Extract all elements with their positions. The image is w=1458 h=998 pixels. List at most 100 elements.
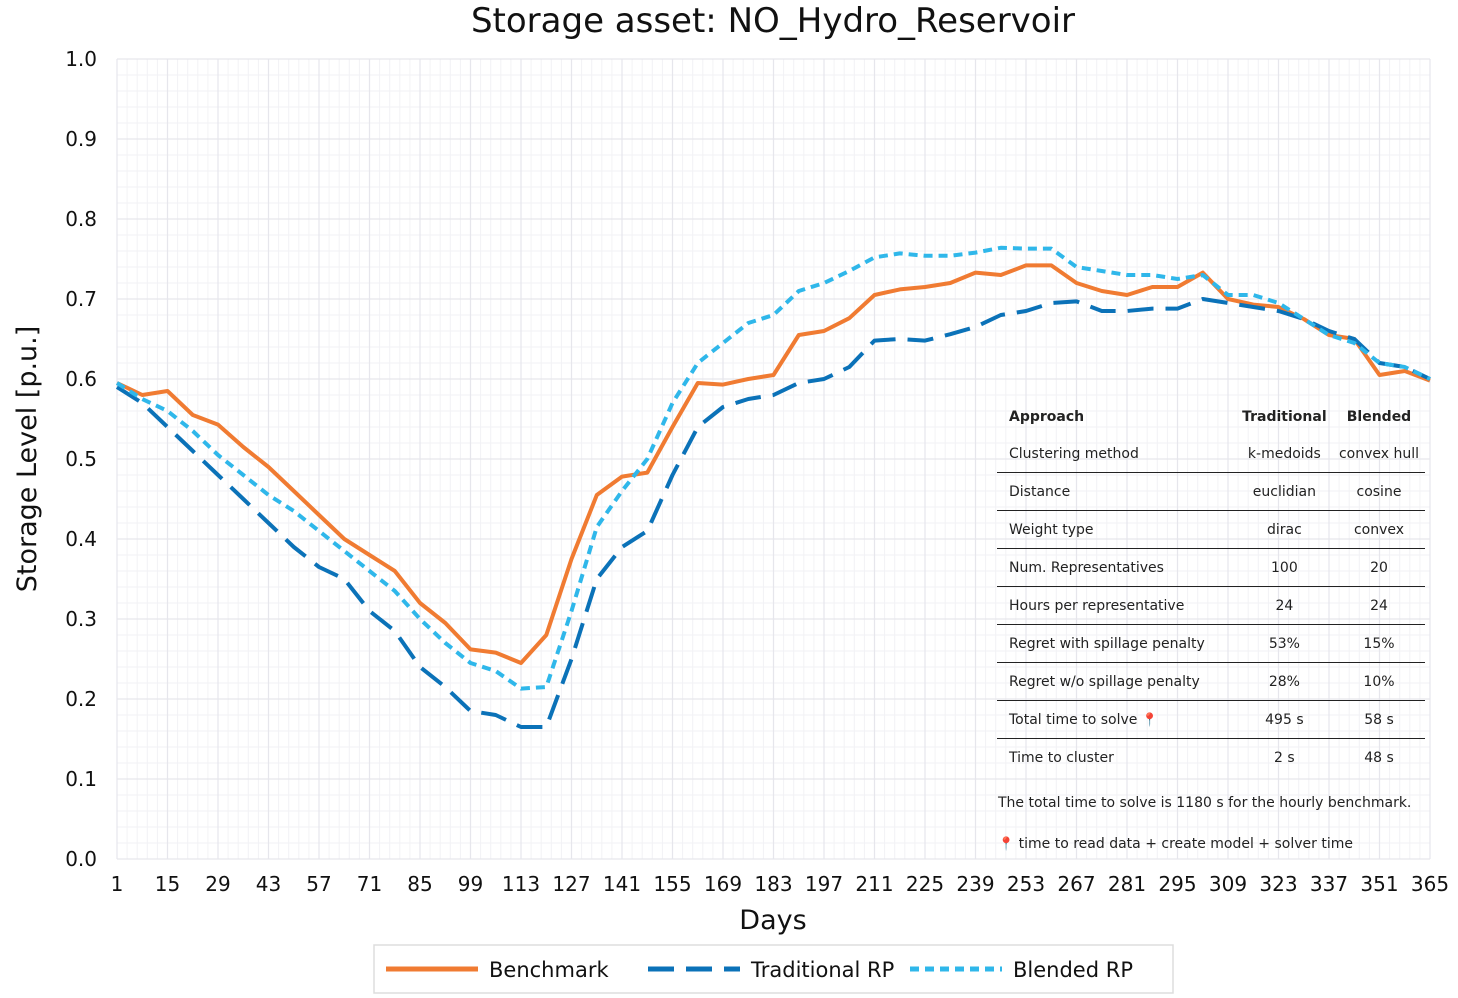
x-tick-label: 43 bbox=[256, 872, 281, 896]
x-tick-label: 15 bbox=[155, 872, 180, 896]
y-tick-label: 0.6 bbox=[65, 367, 97, 391]
pin-footnote: 📍 time to read data + create model + sol… bbox=[998, 836, 1353, 852]
cell-text: Distance bbox=[1009, 483, 1071, 500]
x-tick-label: 85 bbox=[407, 872, 432, 896]
header-cell: Traditional bbox=[1242, 408, 1327, 425]
legend: Benchmark Traditional RP Blended RP bbox=[373, 944, 1174, 994]
cell-text: 10% bbox=[1363, 673, 1395, 690]
y-tick-label: 0.2 bbox=[65, 687, 97, 711]
cell-text: 48 s bbox=[1364, 749, 1394, 766]
x-tick-label: 351 bbox=[1360, 872, 1398, 896]
y-tick-label: 0.8 bbox=[65, 207, 97, 231]
x-tick-label: 29 bbox=[205, 872, 230, 896]
table-cell: 10% bbox=[1332, 662, 1425, 701]
legend-label: Benchmark bbox=[489, 958, 609, 982]
cell-text: Regret with spillage penalty bbox=[1009, 635, 1205, 652]
table-row: Num. Representatives 100 20 bbox=[997, 548, 1425, 587]
y-axis-label: Storage Level [p.u.] bbox=[12, 326, 43, 593]
table-cell: Regret with spillage penalty bbox=[997, 624, 1236, 663]
series-line-blended-rp bbox=[115, 245, 1431, 691]
cell-text: Regret w/o spillage penalty bbox=[1009, 673, 1200, 690]
x-tick-label: 141 bbox=[603, 872, 641, 896]
cell-text: Clustering method bbox=[1009, 445, 1139, 462]
cell-text: Time to cluster bbox=[1009, 749, 1114, 766]
x-tick-label: 281 bbox=[1108, 872, 1146, 896]
series-line-traditional-rp bbox=[115, 297, 1431, 729]
x-tick-label: 1 bbox=[111, 872, 124, 896]
table-header: Approach Traditional Blended bbox=[997, 398, 1425, 435]
y-tick-label: 0.5 bbox=[65, 447, 97, 471]
y-tick-label: 0.7 bbox=[65, 287, 97, 311]
x-tick-label: 127 bbox=[552, 872, 590, 896]
table-cell: 100 bbox=[1235, 548, 1333, 587]
table-cell: k-medoids bbox=[1235, 435, 1333, 473]
comparison-table: Approach Traditional Blended Clustering … bbox=[997, 398, 1425, 776]
header-cell: Blended bbox=[1346, 408, 1412, 425]
cell-text: 20 bbox=[1370, 559, 1388, 576]
table-cell: Regret w/o spillage penalty bbox=[997, 662, 1236, 701]
table-row: Regret with spillage penalty 53% 15% bbox=[997, 624, 1425, 663]
cell-text: 53% bbox=[1268, 635, 1300, 652]
x-tick-label: 323 bbox=[1259, 872, 1297, 896]
x-tick-label: 71 bbox=[357, 872, 382, 896]
x-tick-label: 197 bbox=[805, 872, 843, 896]
series-line-benchmark bbox=[116, 263, 1431, 665]
legend-label: Blended RP bbox=[1013, 958, 1133, 982]
x-tick-label: 169 bbox=[704, 872, 742, 896]
cell-text: 495 s bbox=[1265, 711, 1304, 728]
y-tick-label: 0.1 bbox=[65, 767, 97, 791]
cell-text: k-medoids bbox=[1247, 445, 1321, 462]
table-cell: Time to cluster bbox=[997, 739, 1236, 777]
x-tick-label: 239 bbox=[956, 872, 994, 896]
pushpin-icon: 📍 bbox=[998, 837, 1015, 852]
table-cell: 53% bbox=[1235, 624, 1333, 663]
table-cell: 495 s bbox=[1235, 700, 1333, 739]
cell-text: Hours per representative bbox=[1009, 597, 1185, 614]
table-cell: dirac bbox=[1235, 510, 1333, 549]
y-tick-label: 1.0 bbox=[65, 47, 97, 71]
y-tick-label: 0.9 bbox=[65, 127, 97, 151]
tick-labels: 1 15 29 43 57 71 85 99 113 127 141 155 169 183 197 211 2… bbox=[65, 47, 1449, 896]
table-cell: Num. Representatives bbox=[997, 548, 1236, 587]
table-cell: Weight type bbox=[997, 510, 1236, 549]
table-row: Time to cluster 2 s 48 s bbox=[997, 739, 1425, 777]
table-cell: Clustering method bbox=[997, 435, 1236, 473]
table-row: Total time to solve 📍 495 s 58 s bbox=[997, 700, 1425, 739]
cell-text: convex hull bbox=[1338, 445, 1419, 462]
x-tick-label: 155 bbox=[653, 872, 691, 896]
x-tick-label: 183 bbox=[754, 872, 792, 896]
header-cell: Approach bbox=[1009, 408, 1085, 425]
table-cell: euclidian bbox=[1235, 472, 1333, 511]
table-row: Clustering method k-medoids convex hull bbox=[997, 435, 1425, 473]
x-tick-label: 113 bbox=[502, 872, 540, 896]
x-tick-label: 225 bbox=[906, 872, 944, 896]
x-tick-label: 337 bbox=[1310, 872, 1348, 896]
cell-text: 28% bbox=[1268, 673, 1300, 690]
x-tick-label: 267 bbox=[1057, 872, 1095, 896]
y-tick-label: 0.4 bbox=[65, 527, 97, 551]
x-axis-label: Days bbox=[739, 905, 806, 936]
table-cell: 48 s bbox=[1333, 739, 1425, 777]
table-cell: convex hull bbox=[1332, 435, 1425, 473]
table-cell: 24 bbox=[1235, 586, 1333, 625]
cell-text: Total time to solve bbox=[1009, 711, 1138, 728]
benchmark-note: The total time to solve is 1180 s for th… bbox=[998, 795, 1412, 811]
x-tick-label: 309 bbox=[1209, 872, 1247, 896]
x-tick-label: 57 bbox=[306, 872, 331, 896]
table-cell: 2 s bbox=[1236, 739, 1333, 777]
table-row: Distance euclidian cosine bbox=[997, 472, 1425, 511]
x-tick-label: 99 bbox=[458, 872, 483, 896]
cell-text: 2 s bbox=[1274, 749, 1295, 766]
chart-title: Storage asset: NO_Hydro_Reservoir bbox=[471, 1, 1075, 41]
table-row: Weight type dirac convex bbox=[997, 510, 1425, 549]
table-cell: 58 s bbox=[1332, 700, 1425, 739]
cell-text: Num. Representatives bbox=[1009, 559, 1164, 576]
x-tick-label: 295 bbox=[1158, 872, 1196, 896]
cell-text: 100 bbox=[1271, 559, 1298, 576]
table-cell: Hours per representative bbox=[997, 586, 1236, 625]
cell-text: dirac bbox=[1266, 521, 1302, 538]
table-cell: Distance bbox=[997, 472, 1236, 511]
cell-text: convex bbox=[1353, 521, 1405, 538]
cell-text: 15% bbox=[1363, 635, 1395, 652]
